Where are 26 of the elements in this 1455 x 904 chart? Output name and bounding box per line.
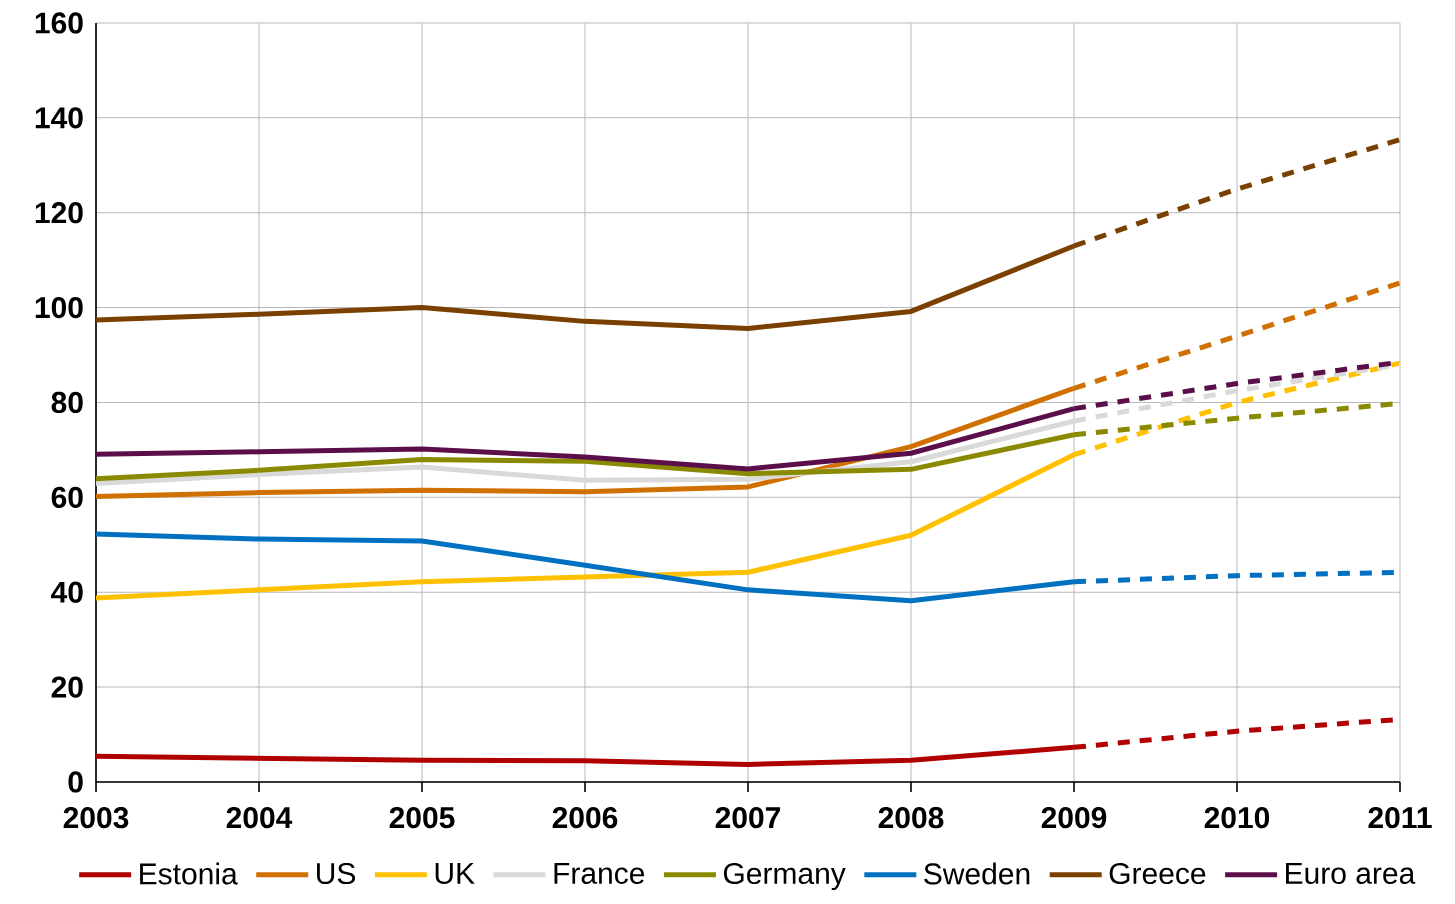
- legend-label: US: [317, 862, 356, 885]
- legend-label: UK: [435, 863, 475, 884]
- y-tick-label: 60: [51, 486, 83, 508]
- legend-label: Germany: [723, 862, 846, 891]
- x-tick-label: 2011: [1368, 807, 1432, 829]
- x-tick-label: 2003: [63, 807, 129, 829]
- legend-label: Sweden: [924, 862, 1030, 885]
- x-tick-label: 2006: [552, 807, 618, 829]
- x-tick-label: 2009: [1041, 807, 1107, 829]
- y-tick-label: 0: [68, 771, 83, 793]
- legend-label: Euro area: [1286, 863, 1416, 884]
- legend-label: Estonia: [140, 862, 238, 885]
- y-tick-label: 140: [35, 107, 83, 129]
- legend-label: France: [554, 863, 645, 884]
- y-tick-label: 120: [35, 202, 83, 224]
- y-tick-label: 20: [51, 676, 83, 698]
- x-tick-label: 2004: [226, 807, 293, 829]
- y-tick-label: 160: [35, 12, 83, 34]
- y-tick-label: 80: [51, 391, 83, 414]
- x-tick-label: 2005: [389, 807, 455, 829]
- y-tick-label: 100: [35, 296, 83, 319]
- x-tick-label: 2007: [715, 807, 781, 829]
- y-tick-label: 40: [51, 581, 83, 603]
- x-tick-label: 2008: [878, 807, 944, 829]
- legend-label: Greece: [1109, 862, 1206, 885]
- x-tick-label: 2010: [1204, 807, 1270, 829]
